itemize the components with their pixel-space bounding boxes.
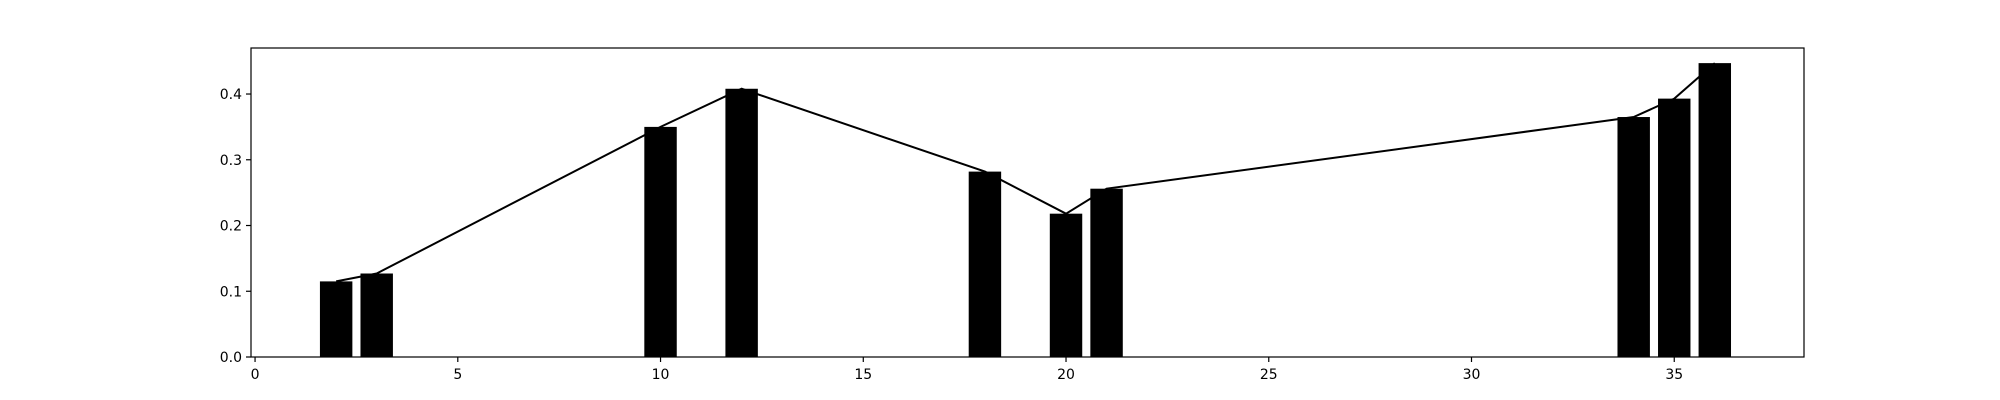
line-layer	[335, 62, 1716, 283]
x-tick-label: 20	[1057, 367, 1075, 383]
x-tick-label: 0	[251, 367, 260, 383]
bar	[1658, 98, 1691, 357]
y-axis-ticks: 0.0 0.1 0.2 0.3 0.4	[220, 87, 251, 366]
x-tick-label: 15	[854, 367, 872, 383]
plot-area-frame	[250, 47, 1805, 358]
bar	[1617, 117, 1650, 357]
bar	[725, 88, 758, 357]
x-axis-ticks: 0 5 10 15 20 25 30 35	[251, 357, 1683, 383]
x-tick-label: 5	[453, 367, 462, 383]
bar	[644, 126, 677, 357]
bar	[968, 171, 1002, 357]
bar	[319, 281, 353, 357]
y-tick-label: 0.3	[220, 153, 242, 169]
x-tick-label: 10	[652, 367, 670, 383]
bars-layer	[319, 63, 1732, 357]
y-tick-label: 0.1	[220, 284, 242, 300]
y-tick-label: 0.4	[220, 87, 242, 103]
x-tick-label: 30	[1463, 367, 1481, 383]
y-tick-label: 0.0	[220, 350, 242, 366]
series-line	[335, 62, 1716, 283]
bar	[360, 273, 393, 357]
bar	[1049, 213, 1083, 357]
bar	[1698, 63, 1732, 357]
bar	[1090, 188, 1123, 357]
y-tick-label: 0.2	[220, 219, 242, 235]
x-tick-label: 25	[1260, 367, 1278, 383]
x-tick-label: 35	[1665, 367, 1683, 383]
